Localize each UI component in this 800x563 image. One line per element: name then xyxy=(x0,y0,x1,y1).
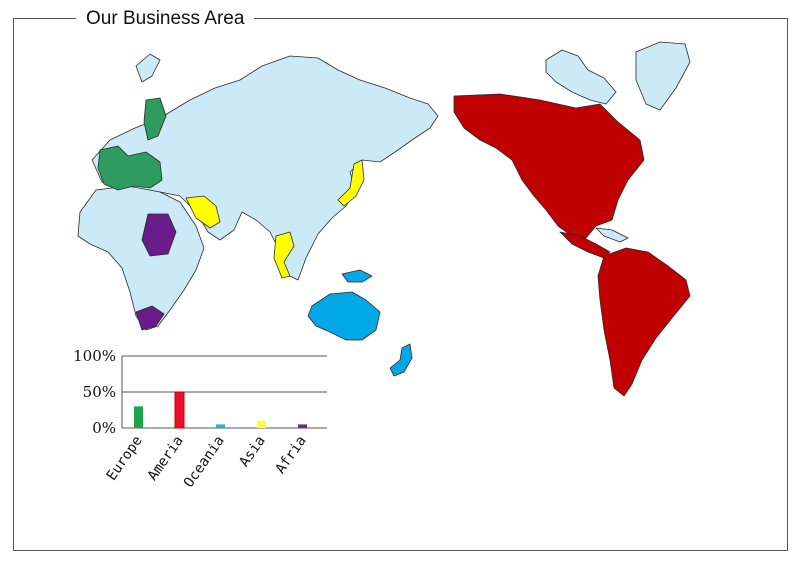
chart-bar xyxy=(298,424,307,428)
scandinavia-highlight xyxy=(143,97,167,141)
caribbean-islands-region xyxy=(595,227,629,243)
eurasia-region xyxy=(91,55,439,281)
chart-y-tick-label: 0% xyxy=(92,419,116,437)
sudan-highlight xyxy=(141,213,177,257)
europe-highlight xyxy=(97,145,163,191)
north-america-highlight xyxy=(453,93,645,239)
chart-category-label: Asia xyxy=(236,433,268,470)
chart-bar xyxy=(134,406,143,428)
map-frame xyxy=(13,18,788,551)
middle-east-highlight xyxy=(185,195,221,229)
south-america-highlight xyxy=(597,247,691,397)
chart-bar xyxy=(257,420,266,428)
japan-highlight xyxy=(337,159,365,207)
south-africa-highlight xyxy=(135,305,165,331)
novaya-island-region xyxy=(135,53,161,83)
new-guinea-region xyxy=(341,269,373,283)
chart-bar xyxy=(174,391,185,429)
chart-category-label: Europe xyxy=(104,433,146,484)
chart-bar xyxy=(216,424,225,428)
arctic-islands-region xyxy=(545,49,617,105)
chart-y-tick-label: 50% xyxy=(83,383,116,401)
new-zealand-region xyxy=(389,343,413,377)
africa-region xyxy=(77,185,205,331)
southeast-asia-highlight xyxy=(273,231,295,279)
australia-region xyxy=(307,291,381,341)
chart-category-label: Oceania xyxy=(181,433,228,491)
map-title: Our Business Area xyxy=(76,8,255,30)
chart-category-label: Ameria xyxy=(145,433,187,484)
chart-y-tick-label: 100% xyxy=(73,347,116,365)
chart-category-label: Afria xyxy=(272,433,309,477)
greenland-region xyxy=(635,41,691,111)
